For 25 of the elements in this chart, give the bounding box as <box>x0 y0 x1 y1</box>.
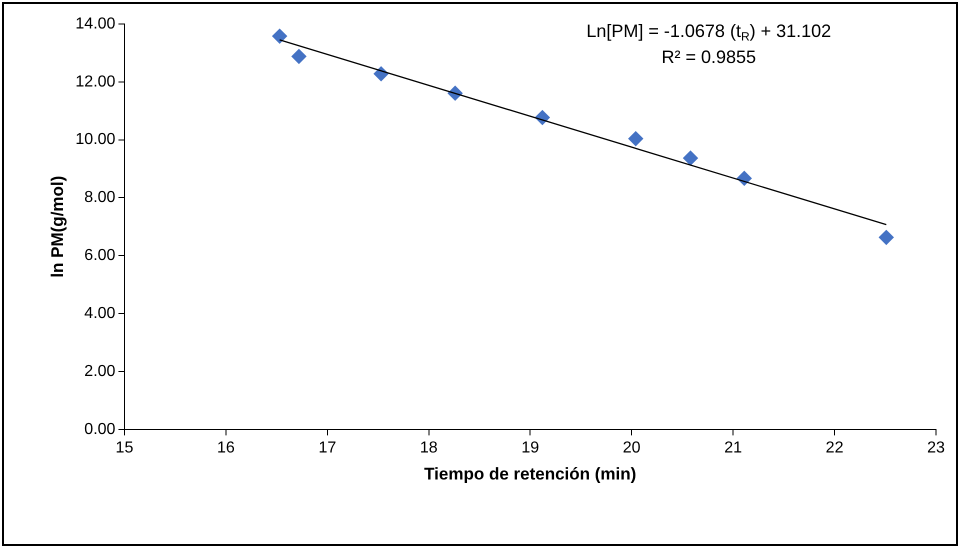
point <box>878 230 894 245</box>
x-tick-label: 23 <box>927 439 945 456</box>
x-tick-label: 18 <box>420 439 438 456</box>
y-tick-label: 6.00 <box>84 247 116 264</box>
y-tick-label: 8.00 <box>84 189 116 206</box>
y-tick-label: 0.00 <box>84 420 116 438</box>
y-tick-label: 10.00 <box>75 131 116 148</box>
point <box>291 48 306 64</box>
y-tick-label: 4.00 <box>84 304 116 322</box>
x-tick-label: 15 <box>116 439 134 456</box>
x-tick-label: 22 <box>826 439 844 456</box>
y-tick-label: 12.00 <box>75 73 116 90</box>
y-tick-label: 14.00 <box>75 15 116 32</box>
x-tick-label: 20 <box>622 439 641 456</box>
x-tick-label: 17 <box>318 439 336 456</box>
x-tick-label: 16 <box>216 439 235 456</box>
point <box>683 150 698 166</box>
point <box>272 28 288 44</box>
x-tick-label: 21 <box>724 439 742 456</box>
y-tick-label: 2.00 <box>84 362 116 380</box>
point <box>628 131 644 146</box>
annotation: R² = 0.9855 <box>661 46 756 67</box>
x-tick-label: 19 <box>521 439 540 456</box>
y-axis-title: ln PM(g/mol) <box>48 176 67 278</box>
x-axis-title: Tiempo de retención (min) <box>424 464 636 484</box>
